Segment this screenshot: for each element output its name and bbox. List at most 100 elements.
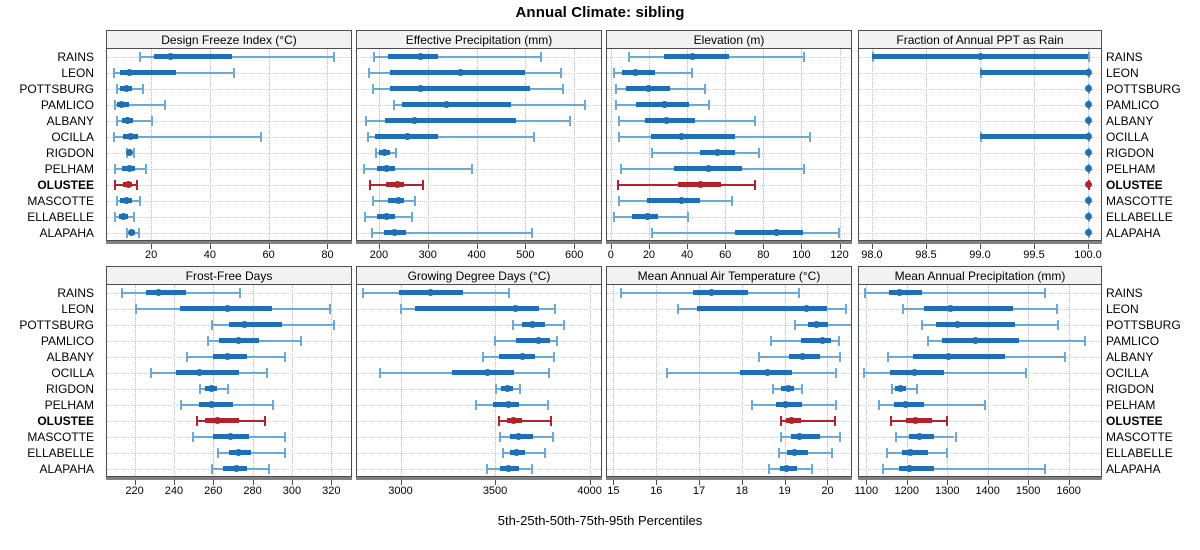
box-row-mascotte bbox=[859, 194, 1101, 208]
gridline-horizontal bbox=[357, 201, 601, 202]
axis-spine bbox=[106, 241, 352, 244]
whisker-cap-low bbox=[368, 68, 371, 78]
gridline-horizontal bbox=[859, 89, 1101, 90]
percentile-caption: 5th-25th-50th-75th-95th Percentiles bbox=[497, 513, 703, 528]
axis-tick bbox=[699, 480, 701, 485]
median-marker bbox=[513, 449, 521, 456]
median-marker bbox=[897, 385, 905, 392]
row-label-ellabelle: ELLABELLE bbox=[27, 210, 94, 224]
median-marker bbox=[645, 85, 653, 92]
box-row-rigdon bbox=[607, 146, 851, 160]
interquartile-bar bbox=[942, 338, 1020, 343]
interquartile-bar bbox=[935, 322, 1016, 327]
box-row-rigdon bbox=[607, 382, 851, 396]
gridline-vertical bbox=[252, 285, 254, 476]
whisker-cap-low bbox=[497, 416, 500, 426]
interquartile-bar bbox=[387, 54, 438, 59]
whisker-cap-high bbox=[954, 432, 957, 442]
x-axis: 15 16 17 18 19 20 bbox=[606, 477, 852, 501]
box-row-pamlico bbox=[607, 334, 851, 348]
whisker-line bbox=[882, 468, 1045, 470]
interquartile-bar bbox=[515, 338, 550, 343]
whisker-cap-high bbox=[1024, 368, 1027, 378]
whisker-cap-high bbox=[266, 368, 269, 378]
whisker-cap-high bbox=[803, 164, 806, 174]
axis-tick-label: 300 bbox=[282, 485, 302, 497]
whisker-cap-low bbox=[877, 400, 880, 410]
median-marker bbox=[677, 133, 685, 140]
gridline-vertical bbox=[987, 285, 989, 476]
gridline-vertical bbox=[525, 49, 527, 240]
whisker-line bbox=[114, 104, 165, 106]
median-marker bbox=[1084, 213, 1092, 220]
whisker-cap-high bbox=[549, 416, 552, 426]
row-label-leon: LEON bbox=[1106, 302, 1139, 316]
whisker-cap-high bbox=[839, 432, 842, 442]
row-label-pamlico: PAMLICO bbox=[1106, 98, 1160, 112]
panel-elevation-m: Elevation (m) bbox=[606, 30, 852, 241]
median-marker bbox=[784, 385, 792, 392]
axis-tick-label: 100.0 bbox=[1074, 249, 1102, 261]
median-marker bbox=[895, 289, 903, 296]
axis-tick-label: 260 bbox=[204, 485, 223, 497]
row-label-rains: RAINS bbox=[57, 286, 94, 300]
box-row-leon bbox=[357, 302, 601, 316]
axis-tick-label: 99.0 bbox=[969, 249, 991, 261]
median-marker bbox=[128, 229, 136, 236]
whisker-cap-low bbox=[114, 164, 117, 174]
whisker-cap-low bbox=[751, 400, 754, 410]
median-marker bbox=[535, 337, 543, 344]
median-marker bbox=[457, 69, 465, 76]
gridline-horizontal bbox=[859, 233, 1101, 234]
whisker-line bbox=[877, 404, 985, 406]
interquartile-bar bbox=[923, 306, 1013, 311]
whisker-cap-low bbox=[475, 400, 478, 410]
box-row-pamlico bbox=[859, 334, 1101, 348]
whisker-cap-low bbox=[676, 304, 679, 314]
whisker-cap-high bbox=[333, 320, 336, 330]
panel-row-bottom: RAINS LEON POTTSBURG PAMLICO ALBANY OCILLA RIG… bbox=[0, 266, 1200, 506]
box-row-mascotte bbox=[607, 430, 851, 444]
whisker-cap-low bbox=[889, 416, 892, 426]
whisker-line bbox=[366, 136, 533, 138]
axis-tick bbox=[291, 480, 293, 485]
row-label-rigdon: RIGDON bbox=[1106, 382, 1154, 396]
row-label-olustee: OLUSTEE bbox=[1106, 178, 1163, 192]
row-label-rigdon: RIGDON bbox=[1106, 146, 1154, 160]
interquartile-bar bbox=[414, 306, 539, 311]
whisker-cap-low bbox=[365, 116, 368, 126]
whisker-cap-high bbox=[268, 464, 271, 474]
axis-spine bbox=[858, 241, 1102, 244]
box-row-leon bbox=[107, 302, 351, 316]
axis-tick bbox=[427, 244, 429, 249]
median-marker bbox=[1084, 197, 1092, 204]
axis-tick bbox=[1034, 244, 1036, 249]
gridline-vertical bbox=[1028, 285, 1030, 476]
whisker-cap-high bbox=[946, 448, 949, 458]
axis-tick-label: 1100 bbox=[854, 485, 879, 497]
axis-tick bbox=[268, 244, 270, 249]
median-marker bbox=[403, 133, 411, 140]
whisker-cap-high bbox=[838, 336, 841, 346]
axis-tick bbox=[866, 480, 868, 485]
gridline-vertical bbox=[213, 285, 215, 476]
row-label-rigdon: RIGDON bbox=[46, 146, 94, 160]
box-row-rains bbox=[859, 286, 1101, 300]
whisker-cap-high bbox=[133, 212, 136, 222]
row-label-mascotte: MASCOTTE bbox=[27, 430, 94, 444]
axis-tick bbox=[495, 480, 497, 485]
box-row-ocilla bbox=[607, 366, 851, 380]
gridline-horizontal bbox=[859, 169, 1101, 170]
interquartile-bar bbox=[912, 354, 1005, 359]
axis-tick-label: 400 bbox=[467, 249, 486, 261]
median-marker bbox=[427, 289, 435, 296]
box-row-olustee bbox=[607, 178, 851, 192]
whisker-cap-high bbox=[139, 196, 142, 206]
axis-tick-label: 16 bbox=[650, 485, 663, 497]
axis-tick-label: 20 bbox=[642, 249, 656, 261]
box-row-albany bbox=[107, 114, 351, 128]
median-marker bbox=[773, 229, 781, 236]
interquartile-bar bbox=[980, 70, 1089, 75]
gridline-vertical bbox=[656, 285, 658, 476]
box-row-pelham bbox=[357, 398, 601, 412]
